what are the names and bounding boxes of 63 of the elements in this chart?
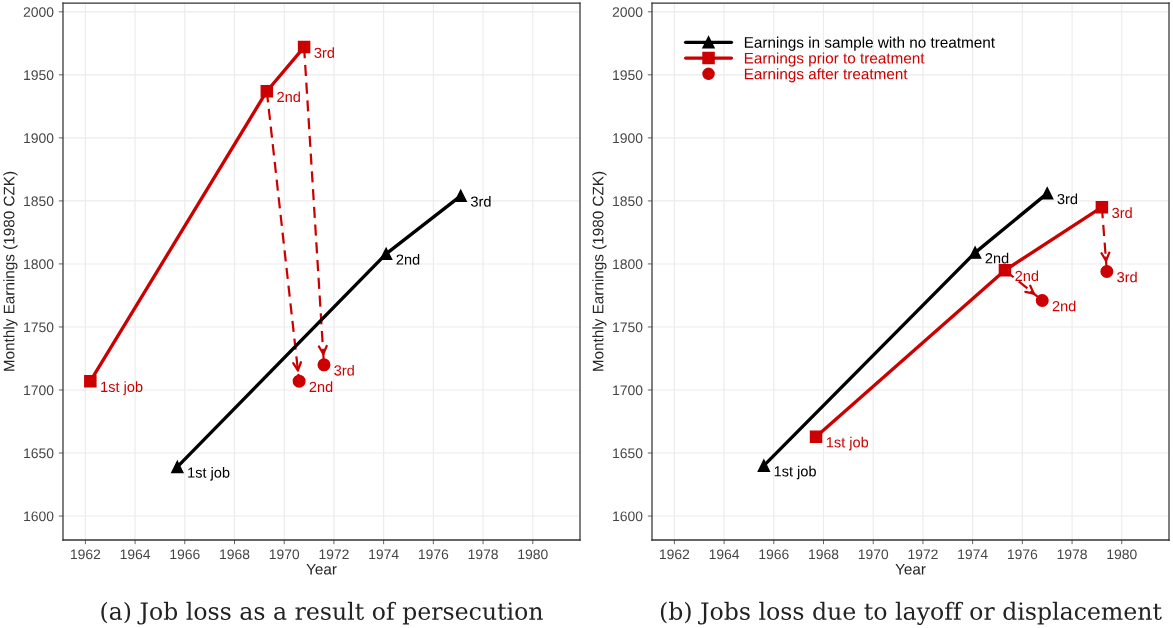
x-tick-label: 1964 [120,549,151,560]
x-tick-label: 1968 [220,549,250,560]
annotation: 2nd [309,381,333,393]
x-tick-label: 1970 [269,549,300,560]
annotation: 3rd [1057,193,1078,205]
y-tick-label: 1700 [613,385,643,396]
y-tick-label: 1800 [24,259,54,270]
x-tick-label: 1976 [1007,549,1038,560]
annotation: 2nd [1052,300,1076,312]
y-tick-label: 1600 [24,511,54,522]
y-tick-label: 1850 [24,196,54,207]
y-tick-label: 1950 [24,70,54,81]
annotation: 1st job [774,465,816,480]
x-tick-label: 1976 [418,549,449,560]
y-tick-label: 1900 [24,133,54,144]
legend-label: Earnings in sample with no treatment [744,36,995,51]
annotation: 2nd [277,91,300,103]
x-tick-label: 1974 [369,549,399,560]
annotation: 2nd [396,254,420,265]
y-tick-label: 1800 [613,259,643,270]
text: (a) Job loss as a result of persecution [101,601,543,625]
y-tick-label: 1900 [613,133,643,144]
legend-label: Earnings after treatment [744,68,908,83]
y-tick-label: 1750 [24,322,54,333]
x-tick-label: 1978 [468,549,498,560]
y-tick-label: 1650 [613,448,643,459]
x-tick-label: 1966 [759,549,789,560]
annotation: 2nd [985,252,1009,264]
annotation: 3rd [1117,271,1137,283]
x-tick-label: 1980 [518,549,548,560]
y-tick-label: 1750 [613,322,643,333]
y-tick-label: 1600 [613,511,643,522]
y-tick-label: 1700 [24,385,54,396]
annotation: 3rd [470,196,491,207]
x-tick-label: 1972 [908,549,938,560]
annotation: 1st job [188,467,230,481]
x-tick-label: 1974 [958,549,988,560]
x-axis-title: Year [895,563,926,575]
text: (b) Jobs loss due to layoff or displacement [660,601,1162,625]
x-tick-label: 1964 [709,549,740,560]
x-tick-label: 1962 [659,549,690,560]
x-tick-label: 1962 [70,549,101,560]
y-tick-label: 1650 [24,448,54,459]
x-tick-label: 1968 [809,549,839,560]
y-tick-label: 1950 [613,70,643,81]
y-tick-label: 2000 [612,7,643,17]
x-tick-label: 1972 [319,549,349,560]
x-axis-title: Year [306,563,337,575]
legend-label: Earnings prior to treatment [744,52,925,67]
y-axis-title: Monthly Earnings (1980 CZK) [592,171,607,371]
annotation: 1st job [101,381,143,395]
annotation: 2nd [1015,270,1039,282]
annotation: 1st job [826,436,869,451]
x-tick-label: 1978 [1057,549,1087,560]
y-tick-label: 1850 [613,196,643,207]
annotation: 3rd [334,364,354,376]
y-tick-label: 2000 [23,7,54,17]
y-axis-title: Monthly Earnings (1980 CZK) [3,171,18,371]
x-tick-label: 1966 [170,549,200,560]
x-tick-label: 1970 [858,549,889,560]
x-tick-label: 1980 [1107,549,1137,560]
annotation: 3rd [1112,207,1132,219]
annotation: 3rd [314,47,334,58]
